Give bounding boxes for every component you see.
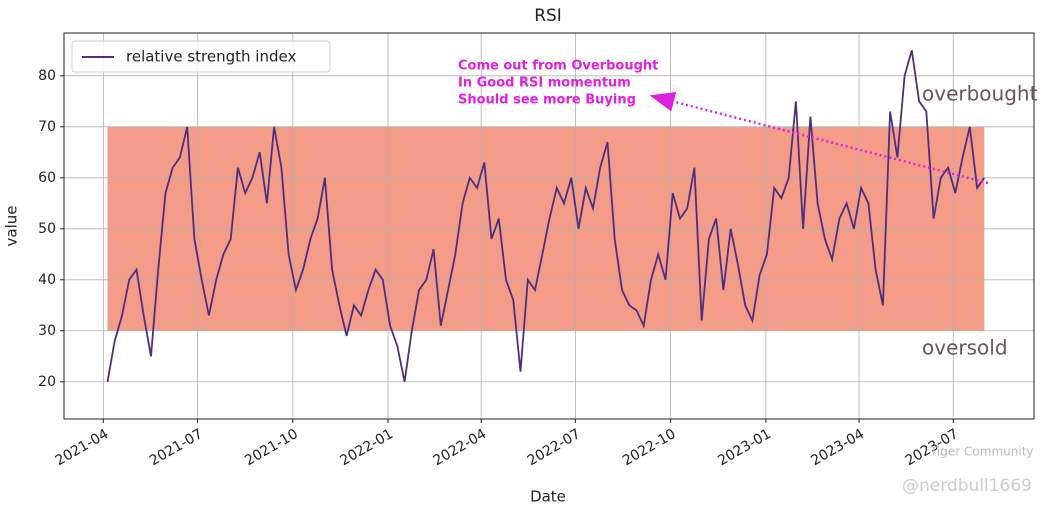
y-axis-label: value	[3, 206, 21, 247]
x-tick-label: 2022-01	[337, 426, 396, 469]
annotation-line: Should see more Buying	[458, 93, 636, 108]
x-axis-label: Date	[530, 488, 566, 506]
x-tick-label: 2022-10	[620, 426, 679, 469]
watermark: Tiger Community	[929, 445, 1034, 459]
legend-label: relative strength index	[126, 48, 296, 66]
y-tick-label: 30	[38, 323, 56, 339]
y-tick-label: 70	[38, 119, 56, 135]
annotation-line: In Good RSI momentum	[458, 76, 631, 91]
y-tick-label: 80	[38, 68, 56, 84]
oversold-label: oversold	[922, 336, 1008, 360]
x-tick-label: 2023-01	[715, 426, 774, 469]
x-tick-label: 2021-04	[53, 426, 112, 469]
x-tick-label: 2021-07	[147, 426, 206, 469]
y-tick-label: 20	[38, 374, 56, 390]
watermark: @nerdbull1669	[902, 476, 1032, 496]
annotation-line: Come out from Overbought	[458, 59, 658, 74]
x-tick-label: 2023-04	[808, 426, 867, 469]
y-tick-label: 40	[38, 272, 56, 288]
rsi-line	[106, 50, 986, 382]
legend-box	[71, 40, 331, 73]
y-tick-label: 50	[38, 221, 56, 237]
x-tick-label: 2021-10	[242, 426, 301, 469]
x-tick-label: 2022-07	[525, 426, 584, 469]
plot-frame	[63, 32, 1035, 420]
overbought-label: overbought	[922, 82, 1038, 106]
y-tick-label: 60	[38, 170, 56, 186]
x-tick-label: 2022-04	[431, 426, 490, 469]
chart-title: RSI	[534, 6, 562, 26]
plot-area: 20 30 40 50 60 70 80 2021-04 2021-07 2021-10 2022-…	[38, 32, 1035, 469]
